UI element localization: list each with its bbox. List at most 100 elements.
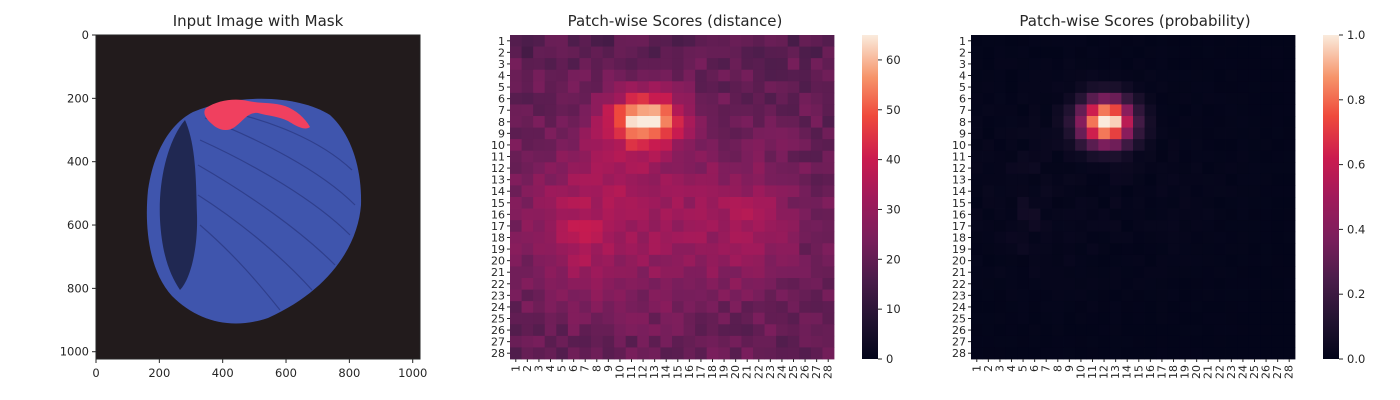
distance-cell [810,208,823,221]
distance-cell [591,335,603,348]
probability-cell [1202,289,1215,302]
distance-cell [625,127,638,140]
probability-cell [1156,127,1169,140]
distance-cell [567,312,580,325]
probability-cell [1237,243,1250,256]
distance-cell [729,46,742,59]
distance-cell [753,220,765,233]
distance-cell [625,278,638,290]
distance-cell [556,266,569,279]
distance-cell [602,185,615,198]
probability-cell [994,173,1007,186]
probability-cell [1167,185,1180,198]
distance-cell [799,243,812,256]
distance-cell [753,254,765,267]
distance-cell [533,254,546,267]
probability-cell [1283,185,1296,198]
probability-cell [1005,150,1018,163]
probability-cell [1005,208,1018,221]
probability-cell [1202,173,1215,186]
probability-cell [1086,173,1099,186]
probability-cell [971,324,983,337]
probability-title: Patch-wise Scores (probability) [1019,12,1250,30]
probability-cell [1075,324,1088,337]
distance-cell [533,220,546,233]
distance-cell [521,243,534,256]
probability-cell [1214,220,1226,233]
probability-cell [1075,150,1088,163]
distance-cell [533,46,546,59]
probability-cell [1214,127,1226,140]
distance-cell [533,301,546,314]
probability-cell [1225,289,1238,302]
distance-cell [695,92,708,105]
distance-cell [672,301,684,314]
distance-cell [637,185,650,198]
probability-cell [1156,150,1169,163]
probability-cell [994,220,1007,233]
distance-cell [810,173,823,186]
distance-cell [637,324,650,337]
probability-cell [1190,139,1203,152]
probability-cell [1248,301,1261,314]
distance-title: Patch-wise Scores (distance) [568,12,783,30]
distance-cell [648,312,661,325]
probability-cell [1133,139,1145,152]
distance-cell [521,162,534,175]
probability-y-tick-label: 19 [952,243,966,256]
probability-cell [982,81,995,94]
probability-cell [1098,35,1111,47]
probability-cell [1248,312,1261,325]
probability-cell [1271,266,1284,279]
distance-cell [718,139,731,152]
distance-cell [556,58,569,71]
distance-cell [753,185,765,198]
probability-cell [1260,254,1273,267]
probability-cell [1017,312,1030,325]
distance-cell [544,301,557,314]
probability-cell [1179,92,1192,105]
distance-cell [602,139,615,152]
probability-cell [1005,46,1018,59]
probability-cell [1202,185,1215,198]
probability-cell [1121,231,1134,244]
distance-cell [787,312,800,325]
distance-cell [729,139,742,152]
probability-colorbar-tick-label: 0.6 [1347,158,1365,172]
probability-cell [1214,173,1226,186]
probability-cell [1225,312,1238,325]
distance-cell [741,173,754,186]
probability-cell [1156,81,1169,94]
probability-cell [1098,312,1111,325]
distance-cell [822,243,835,256]
distance-cell [533,312,546,325]
distance-cell [614,289,627,302]
probability-cell [1121,81,1134,94]
probability-cell [1133,81,1145,94]
probability-cell [1214,92,1226,105]
probability-cell [1109,185,1122,198]
probability-cell [1005,312,1018,325]
distance-cell [521,173,534,186]
probability-colorbar-tick-label: 0.0 [1347,352,1365,366]
probability-cell [1052,81,1064,94]
distance-cell [753,58,765,71]
probability-cell [1179,127,1192,140]
image-y-tick-label: 400 [67,155,89,169]
distance-cell [706,69,719,82]
distance-cell [822,173,835,186]
distance-cell [799,278,812,290]
image-y-tick-label: 600 [67,218,89,232]
probability-cell [1202,46,1215,59]
probability-cell [1260,139,1273,152]
distance-cell [602,231,615,244]
distance-cell [764,347,777,360]
probability-cell [1237,289,1250,302]
probability-cell [1225,208,1238,221]
distance-cell [822,324,835,337]
distance-cell [660,46,673,59]
distance-cell [648,335,661,348]
probability-cell [1121,92,1134,105]
probability-cell [1225,278,1238,290]
probability-cell [1190,173,1203,186]
